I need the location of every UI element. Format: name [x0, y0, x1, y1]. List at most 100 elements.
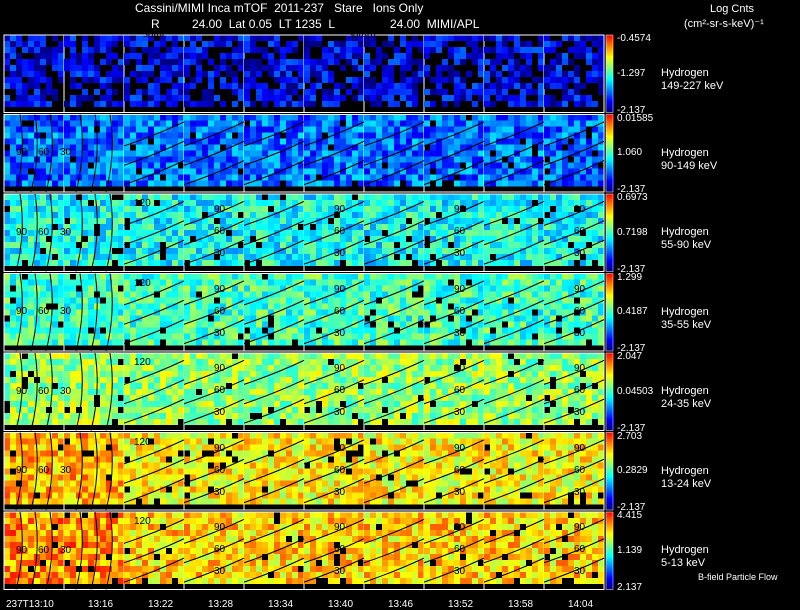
heatmap-cell [442, 280, 448, 286]
heatmap-cell [112, 151, 118, 157]
heatmap-cell [322, 71, 328, 77]
heatmap-cell [256, 371, 262, 377]
heatmap-cell [448, 47, 454, 53]
heatmap-cell [16, 89, 22, 95]
heatmap-cell [286, 395, 292, 401]
heatmap-cell [424, 101, 430, 107]
heatmap-cell [388, 157, 394, 163]
heatmap-cell [472, 298, 478, 304]
heatmap-cell [412, 59, 418, 65]
heatmap-cell [124, 359, 130, 365]
heatmap-cell [154, 304, 160, 310]
heatmap-cell [22, 340, 28, 346]
heatmap-cell [562, 89, 568, 95]
heatmap-cell [52, 145, 58, 151]
heatmap-cell [118, 413, 124, 419]
heatmap-cell [448, 139, 454, 145]
heatmap-cell [280, 377, 286, 383]
heatmap-cell [262, 101, 268, 107]
heatmap-cell [484, 139, 490, 145]
heatmap-cell [190, 194, 196, 200]
heatmap-cell [418, 224, 424, 230]
heatmap-cell [70, 365, 76, 371]
heatmap-cell [358, 95, 364, 101]
heatmap-cell [526, 292, 532, 298]
heatmap-cell [340, 194, 346, 200]
heatmap-cell [322, 194, 328, 200]
heatmap-cell [166, 230, 172, 236]
heatmap-cell [376, 310, 382, 316]
heatmap-cell [232, 292, 238, 298]
heatmap-cell [586, 95, 592, 101]
heatmap-cell [262, 407, 268, 413]
heatmap-cell [166, 121, 172, 127]
heatmap-cell [364, 127, 370, 133]
heatmap-cell [358, 83, 364, 89]
heatmap-cell [46, 59, 52, 65]
heatmap-cell [160, 53, 166, 59]
heatmap-cell [346, 274, 352, 280]
heatmap-cell [34, 359, 40, 365]
heatmap-cell [148, 419, 154, 425]
heatmap-cell [106, 71, 112, 77]
heatmap-cell [166, 274, 172, 280]
heatmap-cell [292, 413, 298, 419]
heatmap-cell [100, 413, 106, 419]
heatmap-cell [394, 200, 400, 206]
heatmap-cell [586, 334, 592, 340]
heatmap-cell [418, 328, 424, 334]
heatmap-cell [598, 77, 604, 83]
heatmap-cell [418, 230, 424, 236]
heatmap-cell [16, 77, 22, 83]
heatmap-cell [412, 95, 418, 101]
heatmap-cell [544, 218, 550, 224]
heatmap-cell [310, 89, 316, 95]
heatmap-cell [526, 157, 532, 163]
heatmap-cell [292, 395, 298, 401]
heatmap-cell [52, 310, 58, 316]
heatmap-cell [160, 212, 166, 218]
heatmap-cell [514, 121, 520, 127]
heatmap-cell [88, 286, 94, 292]
heatmap-cell [106, 77, 112, 83]
heatmap-cell [538, 206, 544, 212]
heatmap-cell [484, 95, 490, 101]
heatmap-cell [256, 383, 262, 389]
heatmap-cell [376, 89, 382, 95]
heatmap-cell [502, 145, 508, 151]
heatmap-cell [88, 224, 94, 230]
heatmap-cell [280, 71, 286, 77]
heatmap-cell [556, 145, 562, 151]
heatmap-cell [34, 200, 40, 206]
heatmap-cell [184, 175, 190, 181]
heatmap-cell [574, 163, 580, 169]
heatmap-cell [556, 101, 562, 107]
heatmap-cell [172, 395, 178, 401]
heatmap-cell [322, 286, 328, 292]
heatmap-cell [322, 163, 328, 169]
heatmap-cell [82, 65, 88, 71]
heatmap-cell [88, 133, 94, 139]
heatmap-cell [394, 53, 400, 59]
heatmap-cell [598, 286, 604, 292]
heatmap-cell [556, 115, 562, 121]
heatmap-cell [100, 181, 106, 187]
heatmap-cell [568, 145, 574, 151]
heatmap-cell [202, 200, 208, 206]
heatmap-cell [376, 322, 382, 328]
heatmap-cell [160, 200, 166, 206]
heatmap-cell [118, 115, 124, 121]
heatmap-cell [376, 280, 382, 286]
heatmap-cell [118, 383, 124, 389]
heatmap-cell [418, 334, 424, 340]
heatmap-cell [166, 353, 172, 359]
heatmap-cell [190, 413, 196, 419]
heatmap-cell [142, 242, 148, 248]
heatmap-cell [196, 194, 202, 200]
heatmap-cell [250, 304, 256, 310]
heatmap-cell [178, 371, 184, 377]
heatmap-cell [520, 89, 526, 95]
heatmap-cell [10, 53, 16, 59]
heatmap-cell [238, 407, 244, 413]
heatmap-cell [76, 419, 82, 425]
